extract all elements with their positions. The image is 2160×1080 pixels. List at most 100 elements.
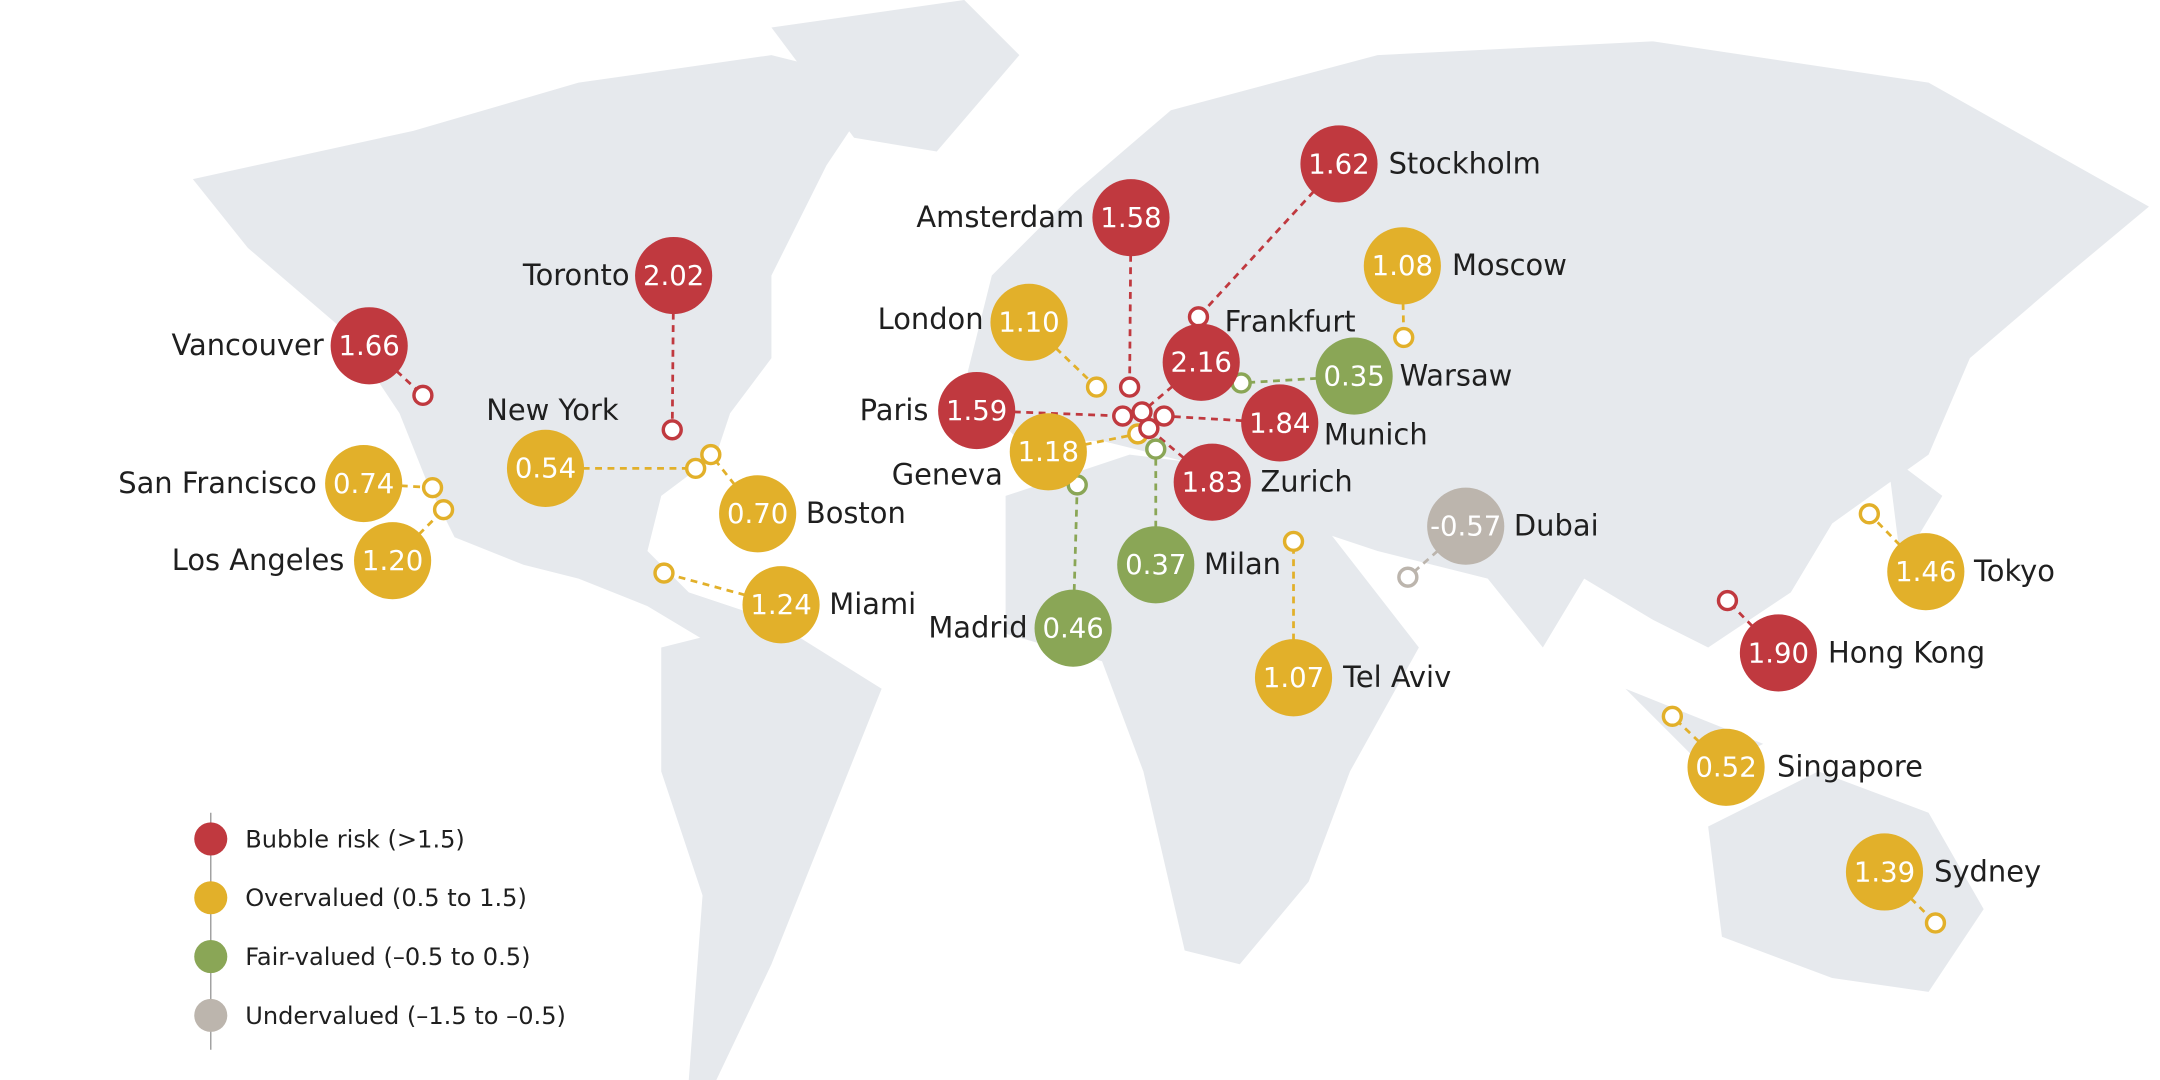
legend-label: Undervalued (–1.5 to –0.5) (245, 1002, 566, 1030)
legend-swatch (194, 822, 228, 856)
bubble-value: 0.46 (1042, 613, 1103, 645)
city-bubble (1315, 337, 1393, 415)
city-bubble (1117, 526, 1195, 604)
bubble-value: 1.07 (1263, 662, 1324, 694)
city-name: Amsterdam (916, 200, 1084, 234)
city-name: Los Angeles (172, 543, 345, 577)
location-dot (1282, 530, 1305, 553)
bubble-value: 1.62 (1308, 148, 1369, 180)
city-bubble (635, 236, 713, 315)
city-name: Zurich (1260, 465, 1352, 499)
city-name: Singapore (1777, 750, 1923, 784)
south-america (661, 619, 882, 1080)
legend-swatch (194, 998, 228, 1032)
city-name: Moscow (1452, 248, 1567, 282)
city-bubble (1363, 227, 1441, 305)
legend-label: Bubble risk (>1.5) (245, 825, 465, 853)
city-name: Stockholm (1389, 146, 1541, 180)
city-name: Miami (829, 587, 916, 621)
bubble-value: 1.90 (1748, 637, 1809, 669)
city-bubble (742, 566, 820, 644)
city-bubble (1300, 125, 1378, 203)
city-bubble (1254, 639, 1333, 717)
city-name: Toronto (522, 258, 630, 292)
city-bubble (1009, 413, 1087, 491)
city-name: Hong Kong (1828, 635, 1985, 669)
city-bubble (1092, 179, 1170, 257)
city-bubble (1173, 443, 1251, 521)
city-bubble (1887, 533, 1965, 611)
city-name: New York (486, 393, 619, 427)
city-name: London (878, 302, 984, 336)
location-dot (421, 476, 444, 499)
city-name: Munich (1324, 418, 1428, 452)
location-dot (700, 443, 722, 466)
legend-swatch (194, 940, 228, 974)
location-dot (1112, 405, 1134, 427)
location-dot (1661, 705, 1684, 728)
city-name: San Francisco (118, 466, 317, 500)
location-dot (1118, 376, 1141, 398)
leader-line (1197, 162, 1340, 318)
city-bubble (325, 444, 403, 523)
bubble-value: 1.84 (1249, 407, 1310, 439)
location-dot (1397, 566, 1419, 588)
bubble-value: 0.35 (1323, 360, 1384, 392)
city-bubble (354, 522, 432, 600)
japan (1887, 454, 1943, 565)
city-bubble (506, 429, 585, 507)
bubble-value: 1.24 (750, 589, 811, 621)
bubble-value: 1.66 (339, 330, 400, 362)
location-dot (1924, 912, 1947, 934)
city-name: Sydney (1934, 854, 2041, 888)
city-name: Boston (806, 496, 906, 530)
city-bubble (1739, 614, 1817, 692)
city-name: Paris (860, 393, 929, 427)
city-bubble (990, 283, 1068, 361)
city-bubble (1687, 728, 1765, 806)
city-name: Tel Aviv (1342, 660, 1451, 694)
bubble-value: -0.57 (1430, 511, 1501, 543)
australia (1708, 771, 1984, 992)
location-dot (1145, 438, 1167, 460)
location-dot (1716, 589, 1739, 612)
location-dot (1187, 306, 1210, 328)
legend-swatch (194, 881, 228, 915)
city-bubble (938, 371, 1016, 450)
bubble-value: 0.52 (1695, 752, 1756, 784)
bubble-value: 2.16 (1171, 347, 1232, 379)
city-name: Frankfurt (1225, 305, 1356, 339)
location-dot (653, 562, 675, 584)
location-dot (1858, 503, 1881, 525)
location-dot (1153, 405, 1175, 427)
city-name: Dubai (1514, 509, 1599, 543)
city-bubble (1162, 323, 1240, 401)
location-dot (412, 384, 434, 407)
legend-label: Fair-valued (–0.5 to 0.5) (245, 943, 530, 971)
bubble-value: 1.46 (1895, 556, 1956, 588)
bubble-value: 1.20 (362, 545, 423, 577)
city-bubble (1427, 487, 1505, 565)
bubble-value: 2.02 (643, 260, 704, 292)
bubble-value: 1.59 (946, 395, 1007, 427)
location-dot (1138, 417, 1160, 440)
location-dot (1393, 326, 1415, 349)
city-name: Milan (1204, 547, 1281, 581)
africa (1005, 454, 1419, 965)
city-name: Geneva (892, 458, 1003, 492)
city-name: Warsaw (1400, 358, 1513, 392)
legend-label: Overvalued (0.5 to 1.5) (245, 884, 527, 912)
location-dot (432, 499, 455, 521)
city-name: Madrid (928, 611, 1027, 645)
bubble-value: 0.54 (515, 453, 576, 485)
greenland (771, 0, 1020, 152)
city-bubble (330, 307, 408, 385)
world-map (192, 0, 2149, 1080)
city-bubble (1845, 833, 1924, 911)
bubble-value: 1.39 (1854, 856, 1915, 888)
north-america (192, 55, 882, 648)
bubble-value: 1.18 (1018, 436, 1079, 468)
bubble-value: 0.70 (727, 498, 788, 530)
city-name: Vancouver (171, 328, 323, 362)
